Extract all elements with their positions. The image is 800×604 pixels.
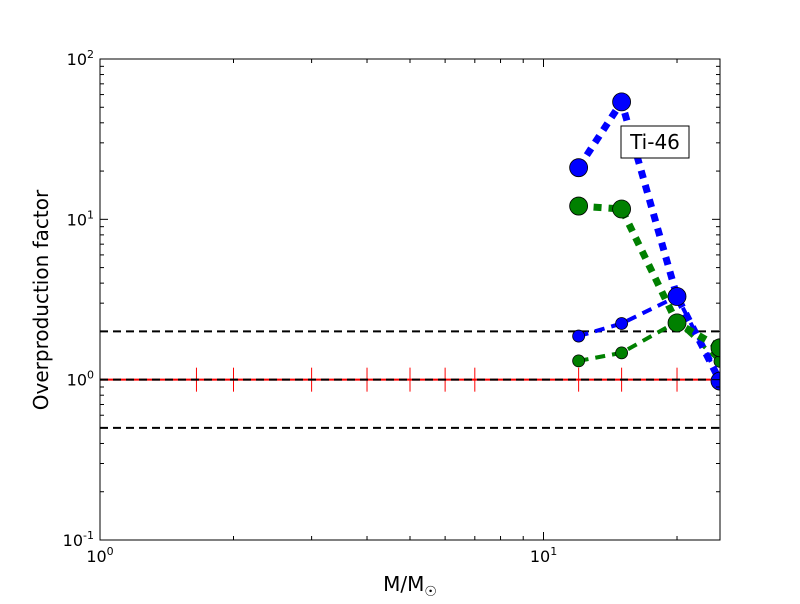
y-tick-label: 10-1	[63, 529, 94, 550]
x-tick-label: 100	[86, 545, 113, 566]
data-point	[713, 354, 720, 368]
annotation-box: Ti-46	[620, 125, 690, 159]
plot-marks	[100, 92, 720, 429]
data-point	[667, 313, 687, 333]
y-tick-label: 102	[67, 48, 94, 69]
data-point	[612, 92, 632, 112]
annotation-label: Ti-46	[629, 130, 680, 154]
plot-background	[100, 59, 720, 540]
data-point	[572, 329, 586, 343]
y-axis-label: Overproduction factor	[29, 189, 53, 410]
data-point	[612, 199, 632, 219]
data-point	[615, 317, 629, 330]
series-line-1	[578, 202, 720, 351]
y-tick-label: 101	[67, 208, 94, 229]
data-point	[572, 354, 586, 368]
data-point	[569, 196, 589, 216]
x-tick-label: 101	[530, 545, 557, 566]
data-point	[667, 287, 687, 306]
data-point	[615, 346, 629, 360]
x-axis-label: M/M☉	[383, 572, 437, 600]
y-tick-label: 100	[67, 369, 94, 390]
data-point	[569, 158, 589, 178]
data-point	[710, 371, 720, 391]
data-point	[710, 338, 720, 358]
